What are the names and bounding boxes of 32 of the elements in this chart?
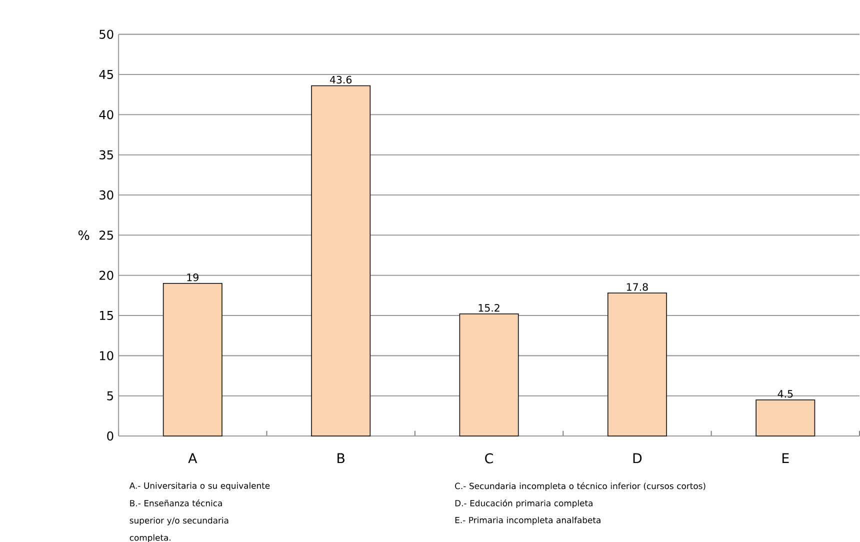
bar (311, 85, 371, 436)
text: A.- Universitaria o su equivalente (129, 482, 270, 490)
data-label: 17.8 (626, 282, 648, 291)
bar (607, 292, 667, 436)
y-tick-label: 50 (100, 30, 114, 39)
data-label: 19 (187, 273, 198, 281)
bar (756, 399, 816, 436)
y-tick-label: 30 (100, 190, 114, 200)
x-tick-label: D (633, 453, 642, 463)
text: D.- Educación primaria completa (455, 499, 592, 508)
data-label: 15.2 (478, 304, 500, 312)
y-tick-label: 5 (107, 391, 114, 400)
data-label: 43.6 (330, 76, 352, 84)
x-tick-label: C (485, 453, 493, 464)
text: B.- Enseñanza técnica superior y/o secundaria completa. (130, 499, 228, 542)
bar (162, 282, 222, 436)
x-tick-label: E (782, 453, 789, 463)
y-tick-label: 40 (99, 110, 114, 120)
y-tick-label: 10 (100, 350, 114, 360)
bar (459, 313, 519, 436)
x-tick-label: A (188, 453, 198, 463)
text: E.- Primaria incompleta analfabeta (455, 516, 600, 525)
y-tick-label: 35 (100, 150, 113, 160)
y-tick-label: 25 (100, 230, 113, 240)
x-tick-label: B (338, 453, 344, 463)
data-label: 4.5 (778, 390, 793, 398)
text: C.- Secundaria incompleta o técnico inferior (cursos cortos) (455, 482, 706, 491)
y-tick-label: 45 (99, 70, 113, 79)
y-tick-label: 20 (100, 270, 114, 280)
y-axis-title: % (78, 230, 90, 240)
y-tick-label: 15 (100, 310, 113, 320)
y-tick-label: 0 (107, 431, 114, 440)
